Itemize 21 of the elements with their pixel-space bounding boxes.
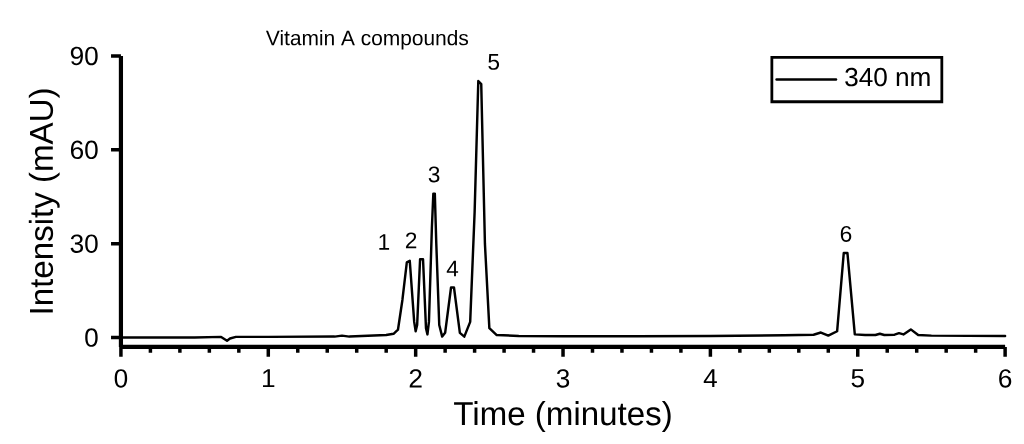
annotation: 4 xyxy=(446,260,459,277)
x-axis-title: Time (minutes) xyxy=(454,401,671,433)
annotation: 6 xyxy=(840,226,852,243)
chart-title: Vitamin A compounds xyxy=(265,30,469,50)
x-tick-label: 6 xyxy=(999,369,1012,388)
annotation: 3 xyxy=(428,166,440,183)
x-tick-label: 5 xyxy=(851,369,864,388)
y-tick-label: 30 xyxy=(70,234,98,254)
x-tick-label: 1 xyxy=(263,369,275,388)
x-tick-label: 0 xyxy=(114,369,128,388)
y-tick-label: 60 xyxy=(70,140,98,160)
legend-label: 340 nm xyxy=(845,68,930,87)
y-tick-label: 0 xyxy=(85,328,98,348)
annotation: 5 xyxy=(488,54,500,71)
x-tick-label: 2 xyxy=(409,369,422,388)
x-tick-label: 4 xyxy=(703,369,717,388)
x-tick-label: 3 xyxy=(556,369,570,388)
y-axis-title: Intensity (mAU) xyxy=(28,89,60,313)
y-tick-label: 90 xyxy=(70,46,98,66)
annotation: 1 xyxy=(379,234,390,250)
annotation: 2 xyxy=(405,232,417,249)
